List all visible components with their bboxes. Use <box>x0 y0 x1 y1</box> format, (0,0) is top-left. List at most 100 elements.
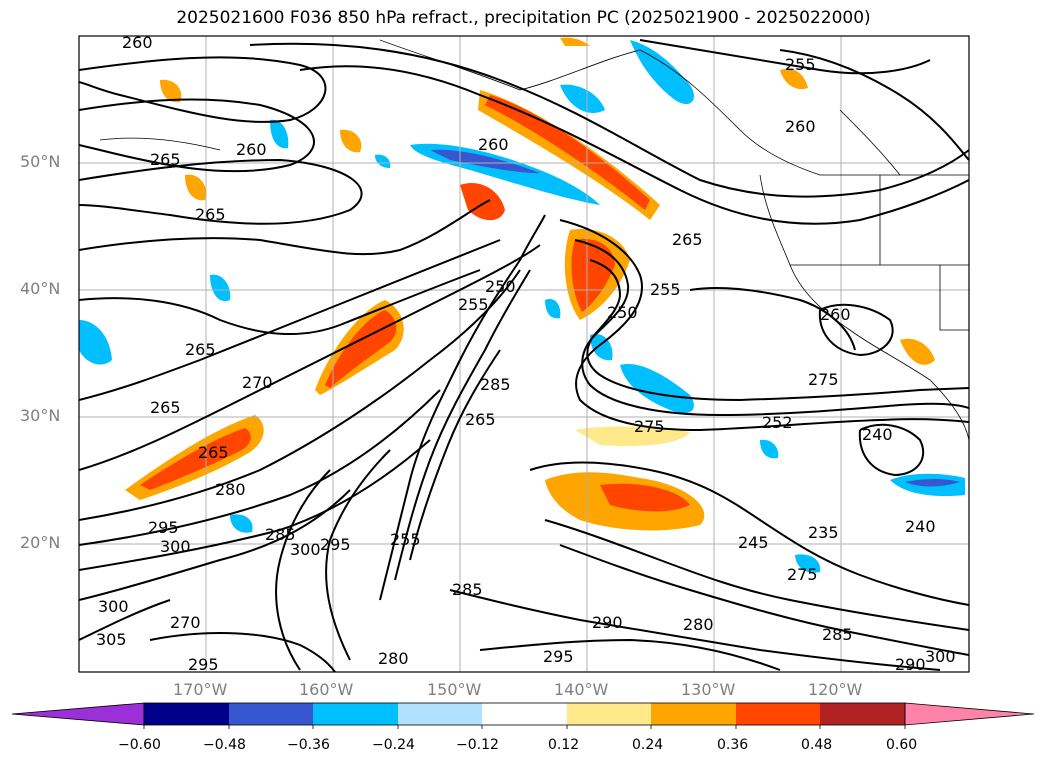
contour-label: 260 <box>122 33 153 52</box>
contour-label: 280 <box>215 480 246 499</box>
contour-label: 295 <box>543 647 574 666</box>
contour-label: 255 <box>650 280 681 299</box>
positive-band <box>571 239 615 312</box>
contour-label: 300 <box>160 537 191 556</box>
contour-label: 295 <box>148 518 179 537</box>
contour-label: 265 <box>198 443 229 462</box>
lon-label-160w: 160°W <box>299 680 354 699</box>
colorbar-tick-label: 0.48 <box>801 737 833 753</box>
positive-band <box>340 129 362 153</box>
negative-band <box>905 479 960 487</box>
positive-band <box>485 95 650 210</box>
contour-label: 300 <box>290 540 321 559</box>
map-frame <box>78 35 970 673</box>
precip-shading <box>79 37 965 573</box>
positive-band <box>185 174 207 201</box>
contour-label: 260 <box>236 140 267 159</box>
contour-label: 275 <box>808 370 839 389</box>
contour-label: 255 <box>390 530 421 549</box>
colorbar-outline <box>143 702 906 726</box>
lat-label-40n: 40°N <box>20 279 61 298</box>
contour-label: 285 <box>822 625 853 644</box>
contour-label: 250 <box>607 303 638 322</box>
positive-band <box>160 79 182 103</box>
contour-label: 240 <box>905 517 936 536</box>
colorbar-bin <box>567 703 651 725</box>
colorbar-tick-label: −0.60 <box>118 737 161 753</box>
contour-label: 285 <box>452 580 483 599</box>
contour-label: 285 <box>480 375 511 394</box>
negative-band <box>760 439 779 459</box>
colorbar-tick-label: −0.24 <box>372 737 415 753</box>
negative-band <box>210 274 231 302</box>
contour-label: 260 <box>820 305 851 324</box>
lat-label-20n: 20°N <box>20 533 61 552</box>
coastlines <box>99 39 969 441</box>
colorbar-tick-label: 0.24 <box>632 737 664 753</box>
map-plot-area: 260 255 265 260 260 265 265 265 255 250 … <box>79 33 969 674</box>
colorbar <box>11 702 1035 729</box>
contour-label: 290 <box>895 655 926 674</box>
lon-label-170w: 170°W <box>173 680 228 699</box>
contour-label: 260 <box>478 135 509 154</box>
negative-band <box>630 40 695 105</box>
contour-label: 280 <box>378 649 409 668</box>
negative-band <box>795 554 821 573</box>
negative-band <box>79 320 112 365</box>
negative-band <box>375 154 391 168</box>
contour-label: 255 <box>785 55 816 74</box>
colorbar-tick-label: 0.36 <box>717 737 749 753</box>
negative-band <box>620 364 694 414</box>
positive-band <box>600 483 690 512</box>
negative-band <box>430 149 540 174</box>
lon-label-140w: 140°W <box>554 680 609 699</box>
contour-label: 290 <box>592 613 623 632</box>
lat-label-50n: 50°N <box>20 152 61 171</box>
contour-label: 250 <box>485 277 516 296</box>
colorbar-bin <box>398 703 482 725</box>
contour-label: 265 <box>195 205 226 224</box>
contour-label: 265 <box>150 398 181 417</box>
positive-band <box>140 428 251 490</box>
refractivity-contours <box>79 39 969 672</box>
lat-label-30n: 30°N <box>20 406 61 425</box>
contour-label: 265 <box>185 340 216 359</box>
contour-label: 260 <box>785 117 816 136</box>
colorbar-tick-label: 0.12 <box>548 737 580 753</box>
positive-band <box>575 426 690 447</box>
contour-label: 270 <box>170 613 201 632</box>
colorbar-bin <box>313 703 398 725</box>
contour-label: 265 <box>465 410 496 429</box>
contour-label: 275 <box>787 565 818 584</box>
colorbar-bin <box>482 703 567 725</box>
colorbar-ticks <box>143 725 906 729</box>
colorbar-bin <box>229 703 313 725</box>
contour-label: 305 <box>96 630 127 649</box>
contour-label: 270 <box>242 373 273 392</box>
contour-label: 240 <box>862 425 893 444</box>
contour-label: 265 <box>150 150 181 169</box>
negative-band <box>560 84 605 113</box>
contour-label: 300 <box>98 597 129 616</box>
lon-label-130w: 130°W <box>681 680 736 699</box>
lon-label-150w: 150°W <box>427 680 482 699</box>
contour-label: 245 <box>738 533 769 552</box>
negative-band <box>545 299 561 319</box>
colorbar-tick-label: −0.48 <box>203 737 246 753</box>
colorbar-bin <box>651 703 736 725</box>
positive-band <box>780 68 808 90</box>
contour-label: 235 <box>808 523 839 542</box>
negative-band <box>230 514 253 533</box>
contour-label: 255 <box>458 295 489 314</box>
colorbar-bin <box>144 703 229 725</box>
contour-labels: 260 255 265 260 260 265 265 265 255 250 … <box>96 33 956 674</box>
graticule <box>79 36 969 672</box>
colorbar-bin <box>820 703 905 725</box>
map-title: 2025021600 F036 850 hPa refract., precip… <box>176 8 871 28</box>
lon-label-120w: 120°W <box>808 680 863 699</box>
colorbar-tick-label: −0.36 <box>287 737 330 753</box>
negative-band <box>270 119 289 149</box>
colorbar-extend-low <box>11 702 145 726</box>
contour-label: 280 <box>683 615 714 634</box>
